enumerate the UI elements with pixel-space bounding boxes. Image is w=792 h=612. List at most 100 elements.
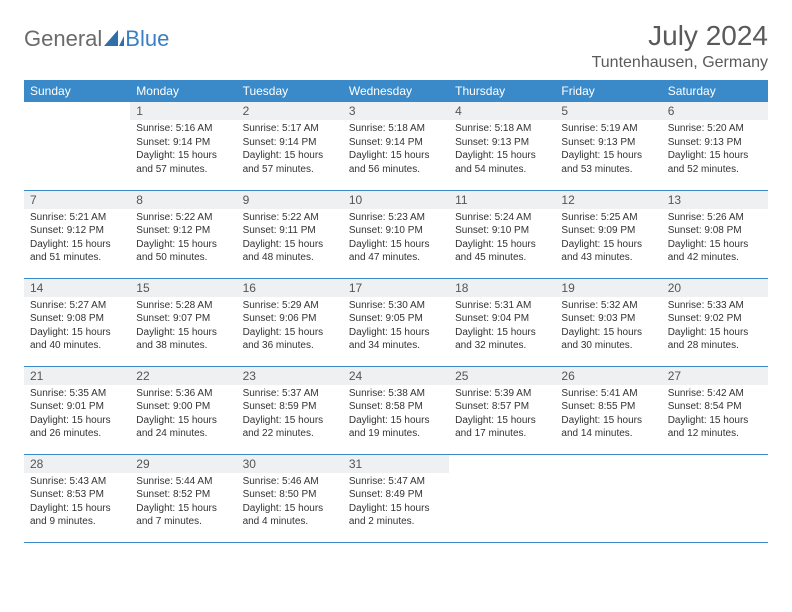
sunrise-text: Sunrise: 5:23 AM [349, 211, 443, 225]
day-number: 11 [449, 191, 555, 209]
daylight-text: Daylight: 15 hours and 54 minutes. [455, 149, 549, 176]
day-number: 15 [130, 279, 236, 297]
calendar-cell: 29Sunrise: 5:44 AMSunset: 8:52 PMDayligh… [130, 454, 236, 542]
weekday-header: Saturday [662, 80, 768, 102]
day-number: 14 [24, 279, 130, 297]
sunset-text: Sunset: 9:10 PM [349, 224, 443, 238]
cell-body: Sunrise: 5:16 AMSunset: 9:14 PMDaylight:… [130, 120, 236, 182]
calendar-cell: 12Sunrise: 5:25 AMSunset: 9:09 PMDayligh… [555, 190, 661, 278]
calendar-cell [449, 454, 555, 542]
daylight-text: Daylight: 15 hours and 51 minutes. [30, 238, 124, 265]
day-number: 7 [24, 191, 130, 209]
sunset-text: Sunset: 8:50 PM [243, 488, 337, 502]
calendar-cell [662, 454, 768, 542]
sunrise-text: Sunrise: 5:16 AM [136, 122, 230, 136]
sunset-text: Sunset: 9:14 PM [349, 136, 443, 150]
daylight-text: Daylight: 15 hours and 38 minutes. [136, 326, 230, 353]
daylight-text: Daylight: 15 hours and 7 minutes. [136, 502, 230, 529]
cell-body: Sunrise: 5:39 AMSunset: 8:57 PMDaylight:… [449, 385, 555, 447]
sunrise-text: Sunrise: 5:22 AM [136, 211, 230, 225]
weekday-header: Friday [555, 80, 661, 102]
daylight-text: Daylight: 15 hours and 28 minutes. [668, 326, 762, 353]
calendar-cell: 14Sunrise: 5:27 AMSunset: 9:08 PMDayligh… [24, 278, 130, 366]
sunset-text: Sunset: 8:59 PM [243, 400, 337, 414]
daylight-text: Daylight: 15 hours and 14 minutes. [561, 414, 655, 441]
daylight-text: Daylight: 15 hours and 22 minutes. [243, 414, 337, 441]
daylight-text: Daylight: 15 hours and 42 minutes. [668, 238, 762, 265]
sunrise-text: Sunrise: 5:25 AM [561, 211, 655, 225]
sunrise-text: Sunrise: 5:38 AM [349, 387, 443, 401]
sunrise-text: Sunrise: 5:35 AM [30, 387, 124, 401]
day-number: 17 [343, 279, 449, 297]
weekday-header: Thursday [449, 80, 555, 102]
day-number: 9 [237, 191, 343, 209]
location-subtitle: Tuntenhausen, Germany [592, 54, 768, 72]
daylight-text: Daylight: 15 hours and 43 minutes. [561, 238, 655, 265]
cell-body: Sunrise: 5:32 AMSunset: 9:03 PMDaylight:… [555, 297, 661, 359]
day-number: 10 [343, 191, 449, 209]
day-number: 13 [662, 191, 768, 209]
sunset-text: Sunset: 8:55 PM [561, 400, 655, 414]
daylight-text: Daylight: 15 hours and 48 minutes. [243, 238, 337, 265]
calendar-cell: 16Sunrise: 5:29 AMSunset: 9:06 PMDayligh… [237, 278, 343, 366]
day-number: 19 [555, 279, 661, 297]
calendar-cell: 25Sunrise: 5:39 AMSunset: 8:57 PMDayligh… [449, 366, 555, 454]
sunrise-text: Sunrise: 5:19 AM [561, 122, 655, 136]
sunset-text: Sunset: 8:58 PM [349, 400, 443, 414]
daylight-text: Daylight: 15 hours and 50 minutes. [136, 238, 230, 265]
sunset-text: Sunset: 9:10 PM [455, 224, 549, 238]
sunrise-text: Sunrise: 5:18 AM [349, 122, 443, 136]
sunset-text: Sunset: 9:03 PM [561, 312, 655, 326]
sunset-text: Sunset: 9:12 PM [136, 224, 230, 238]
day-number: 2 [237, 102, 343, 120]
day-number [555, 455, 661, 473]
sunset-text: Sunset: 9:14 PM [243, 136, 337, 150]
cell-body: Sunrise: 5:22 AMSunset: 9:11 PMDaylight:… [237, 209, 343, 271]
day-number: 22 [130, 367, 236, 385]
cell-body: Sunrise: 5:30 AMSunset: 9:05 PMDaylight:… [343, 297, 449, 359]
sunrise-text: Sunrise: 5:24 AM [455, 211, 549, 225]
sunrise-text: Sunrise: 5:29 AM [243, 299, 337, 313]
sunrise-text: Sunrise: 5:41 AM [561, 387, 655, 401]
daylight-text: Daylight: 15 hours and 19 minutes. [349, 414, 443, 441]
sunrise-text: Sunrise: 5:32 AM [561, 299, 655, 313]
day-number: 6 [662, 102, 768, 120]
calendar-cell [24, 102, 130, 190]
calendar-week-row: 1Sunrise: 5:16 AMSunset: 9:14 PMDaylight… [24, 102, 768, 190]
calendar-cell: 3Sunrise: 5:18 AMSunset: 9:14 PMDaylight… [343, 102, 449, 190]
cell-body: Sunrise: 5:44 AMSunset: 8:52 PMDaylight:… [130, 473, 236, 535]
calendar-cell: 10Sunrise: 5:23 AMSunset: 9:10 PMDayligh… [343, 190, 449, 278]
day-number: 12 [555, 191, 661, 209]
calendar-cell: 7 Sunrise: 5:21 AMSunset: 9:12 PMDaylight… [24, 190, 130, 278]
sunrise-text: Sunrise: 5:27 AM [30, 299, 124, 313]
daylight-text: Daylight: 15 hours and 57 minutes. [136, 149, 230, 176]
sail-icon [104, 26, 124, 52]
day-number: 25 [449, 367, 555, 385]
calendar-cell: 27Sunrise: 5:42 AMSunset: 8:54 PMDayligh… [662, 366, 768, 454]
cell-body: Sunrise: 5:28 AMSunset: 9:07 PMDaylight:… [130, 297, 236, 359]
daylight-text: Daylight: 15 hours and 36 minutes. [243, 326, 337, 353]
calendar-cell: 28Sunrise: 5:43 AMSunset: 8:53 PMDayligh… [24, 454, 130, 542]
calendar-cell: 19Sunrise: 5:32 AMSunset: 9:03 PMDayligh… [555, 278, 661, 366]
daylight-text: Daylight: 15 hours and 57 minutes. [243, 149, 337, 176]
daylight-text: Daylight: 15 hours and 9 minutes. [30, 502, 124, 529]
sunrise-text: Sunrise: 5:21 AM [30, 211, 124, 225]
sunrise-text: Sunrise: 5:33 AM [668, 299, 762, 313]
day-number: 27 [662, 367, 768, 385]
header: General Blue July 2024 Tuntenhausen, Ger… [24, 20, 768, 72]
day-number: 8 [130, 191, 236, 209]
sunset-text: Sunset: 9:11 PM [243, 224, 337, 238]
weekday-header: Monday [130, 80, 236, 102]
title-block: July 2024 Tuntenhausen, Germany [592, 20, 768, 72]
sunset-text: Sunset: 9:04 PM [455, 312, 549, 326]
calendar-week-row: 14Sunrise: 5:27 AMSunset: 9:08 PMDayligh… [24, 278, 768, 366]
sunset-text: Sunset: 9:12 PM [30, 224, 124, 238]
sunset-text: Sunset: 9:05 PM [349, 312, 443, 326]
daylight-text: Daylight: 15 hours and 45 minutes. [455, 238, 549, 265]
cell-body: Sunrise: 5:17 AMSunset: 9:14 PMDaylight:… [237, 120, 343, 182]
calendar-cell: 11 Sunrise: 5:24 AMSunset: 9:10 PMDayligh… [449, 190, 555, 278]
cell-body: Sunrise: 5:26 AMSunset: 9:08 PMDaylight:… [662, 209, 768, 271]
daylight-text: Daylight: 15 hours and 24 minutes. [136, 414, 230, 441]
calendar-week-row: 21Sunrise: 5:35 AMSunset: 9:01 PMDayligh… [24, 366, 768, 454]
cell-body: Sunrise: 5:22 AMSunset: 9:12 PMDaylight:… [130, 209, 236, 271]
